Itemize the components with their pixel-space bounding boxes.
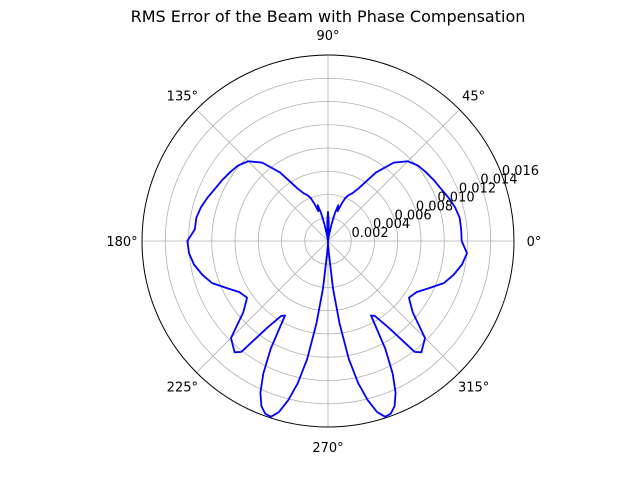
r-gridline	[188, 101, 468, 381]
r-tick-label: 0.010	[437, 191, 474, 206]
theta-tick-label: 135°	[167, 89, 198, 104]
theta-tick-label: 225°	[167, 381, 198, 396]
r-tick-label: 0.002	[351, 226, 388, 241]
r-gridline	[211, 124, 445, 358]
theta-tick-label: 45°	[462, 89, 485, 104]
tick-labels: 0°45°90°135°180°225°270°315°0.0020.0040.…	[106, 29, 541, 456]
polar-grid	[141, 54, 515, 428]
r-tick-label: 0.014	[480, 173, 517, 188]
theta-tick-label: 315°	[458, 381, 489, 396]
r-tick-label: 0.016	[502, 164, 539, 179]
theta-tick-label: 0°	[527, 235, 542, 250]
polar-frame	[141, 54, 515, 428]
theta-tick-label: 90°	[316, 29, 339, 44]
r-gridline	[164, 77, 492, 405]
series-line	[186, 160, 468, 418]
theta-tick-label: 270°	[312, 441, 343, 456]
r-gridline	[281, 194, 375, 288]
r-tick-label: 0.004	[373, 217, 410, 232]
chart-title: RMS Error of the Beam with Phase Compens…	[131, 7, 526, 26]
series-layer	[186, 160, 468, 418]
r-tick-label: 0.008	[416, 199, 453, 214]
r-gridline	[257, 170, 399, 312]
r-tick-label: 0.012	[459, 182, 496, 197]
theta-tick-label: 180°	[106, 235, 137, 250]
r-tick-label: 0.006	[394, 208, 431, 223]
r-gridline	[234, 147, 422, 335]
